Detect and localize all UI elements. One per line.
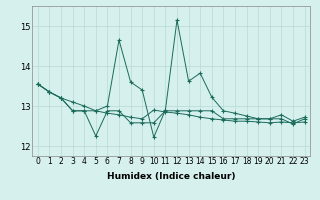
X-axis label: Humidex (Indice chaleur): Humidex (Indice chaleur) <box>107 172 236 181</box>
